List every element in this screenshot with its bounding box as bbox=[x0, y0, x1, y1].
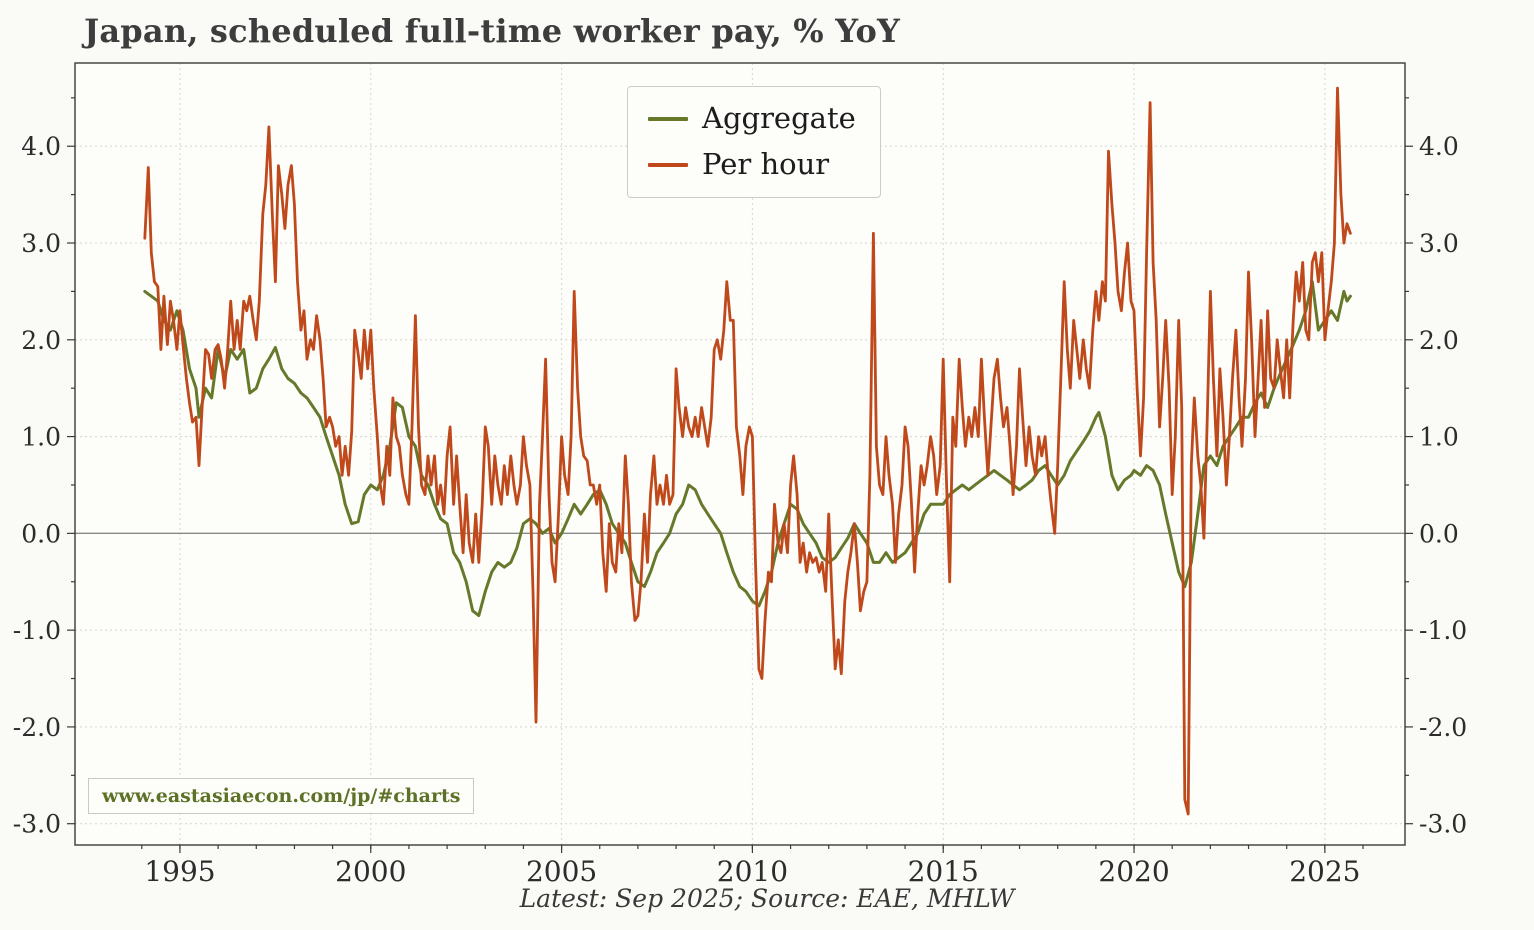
per-hour-line-swatch bbox=[648, 162, 688, 167]
svg-text:3.0: 3.0 bbox=[1419, 229, 1459, 258]
svg-text:3.0: 3.0 bbox=[21, 229, 61, 258]
aggregate-line bbox=[143, 280, 1352, 618]
legend-label-aggregate: Aggregate bbox=[702, 101, 856, 135]
svg-text:4.0: 4.0 bbox=[1419, 132, 1459, 161]
svg-text:-2.0: -2.0 bbox=[1419, 713, 1467, 742]
aggregate-line-swatch bbox=[648, 116, 688, 121]
watermark-url: www.eastasiaecon.com/jp/#charts bbox=[88, 778, 475, 814]
legend-label-per-hour: Per hour bbox=[702, 146, 830, 181]
svg-text:2025: 2025 bbox=[1289, 855, 1360, 888]
source-caption: Latest: Sep 2025; Source: EAE, MHLW bbox=[519, 884, 1015, 913]
legend-entry-aggregate: Aggregate bbox=[648, 101, 856, 135]
svg-text:-2.0: -2.0 bbox=[13, 713, 61, 742]
plot-frame bbox=[74, 62, 1406, 846]
legend-entry-per-hour: Per hour bbox=[648, 146, 856, 181]
svg-text:1.0: 1.0 bbox=[1419, 423, 1459, 452]
svg-text:2020: 2020 bbox=[1098, 855, 1169, 888]
svg-text:1.0: 1.0 bbox=[21, 423, 61, 452]
legend: Aggregate Per hour bbox=[627, 86, 881, 198]
svg-text:-1.0: -1.0 bbox=[1419, 616, 1467, 645]
svg-text:0.0: 0.0 bbox=[1419, 519, 1459, 548]
svg-text:2005: 2005 bbox=[526, 855, 597, 888]
svg-text:-3.0: -3.0 bbox=[1419, 810, 1467, 839]
svg-text:2.0: 2.0 bbox=[1419, 326, 1459, 355]
svg-text:2.0: 2.0 bbox=[21, 326, 61, 355]
svg-text:2015: 2015 bbox=[908, 855, 979, 888]
axis-tick-labels: -3.0 -3.0 -2.0 -2.0 -1.0 -1.0 0.0 0.0 1.0 1.0 2.0 2… bbox=[13, 132, 1467, 888]
svg-text:-3.0: -3.0 bbox=[13, 810, 61, 839]
svg-text:2000: 2000 bbox=[335, 855, 406, 888]
svg-text:4.0: 4.0 bbox=[21, 132, 61, 161]
svg-text:2010: 2010 bbox=[717, 855, 788, 888]
per-hour-line bbox=[143, 86, 1352, 816]
svg-text:-1.0: -1.0 bbox=[13, 616, 61, 645]
axis-ticks bbox=[67, 97, 1413, 853]
svg-text:0.0: 0.0 bbox=[21, 519, 61, 548]
svg-text:1995: 1995 bbox=[144, 855, 215, 888]
chart-title: Japan, scheduled full-time worker pay, %… bbox=[84, 12, 901, 50]
